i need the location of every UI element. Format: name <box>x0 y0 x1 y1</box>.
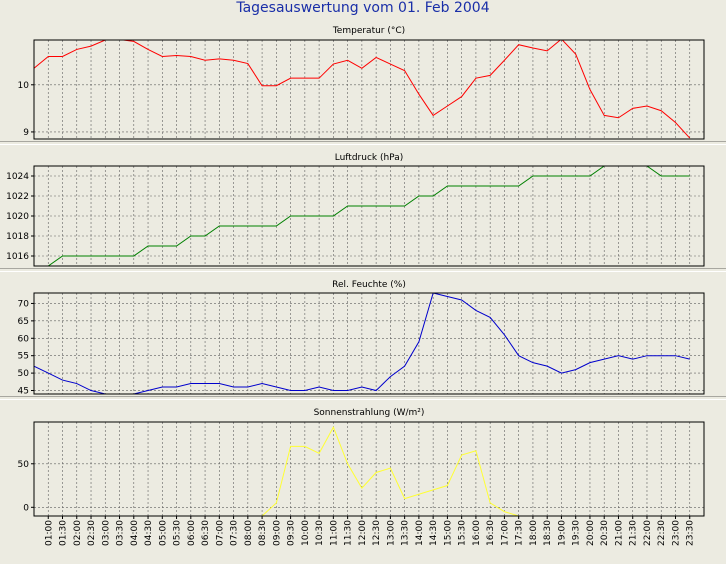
x-tick-label: 10:00 <box>301 520 311 546</box>
x-tick-label: 13:00 <box>386 520 396 546</box>
x-tick-label: 15:00 <box>443 520 453 546</box>
y-tick-label: 1020 <box>6 212 29 222</box>
x-tick-label: 01:30 <box>59 520 69 546</box>
x-tick-label: 23:30 <box>686 520 696 546</box>
solar-chart: Sonnenstrahlung (W/m²) 0 50 <box>18 408 705 517</box>
x-tick-label: 21:30 <box>629 520 639 546</box>
x-tick-label: 03:00 <box>101 520 111 546</box>
x-tick-label: 21:00 <box>614 520 624 546</box>
x-tick-label: 13:30 <box>401 520 411 546</box>
y-tick-label: 9 <box>23 128 29 138</box>
temperature-chart-title: Temperatur (°C) <box>332 26 405 36</box>
x-tick-label: 09:30 <box>287 520 297 546</box>
y-tick-label: 60 <box>18 334 30 344</box>
pressure-plot-frame <box>33 165 705 267</box>
separator <box>0 268 726 272</box>
y-tick-label: 45 <box>18 387 29 397</box>
temperature-chart: Temperatur (°C) 9 10 <box>18 26 705 140</box>
y-tick-label: 1024 <box>6 172 29 182</box>
x-tick-label: 04:00 <box>130 520 140 546</box>
x-tick-label: 09:00 <box>272 520 282 546</box>
x-tick-label: 22:30 <box>657 520 667 546</box>
y-tick-label: 0 <box>23 503 29 513</box>
x-tick-label: 05:00 <box>158 520 168 546</box>
solar-chart-title: Sonnenstrahlung (W/m²) <box>314 408 425 418</box>
x-tick-label: 15:30 <box>458 520 468 546</box>
x-tick-label: 17:30 <box>515 520 525 546</box>
y-tick-label: 10 <box>18 81 30 91</box>
x-tick-label: 07:00 <box>215 520 225 546</box>
y-tick-label: 50 <box>18 369 30 379</box>
x-tick-label: 12:30 <box>372 520 382 546</box>
y-tick-label: 1018 <box>6 232 29 242</box>
x-tick-label: 14:00 <box>415 520 425 546</box>
separator <box>0 396 726 400</box>
humidity-chart: Rel. Feuchte (%) 45 50 55 60 65 70 <box>18 280 705 397</box>
y-tick-label: 70 <box>18 299 30 309</box>
y-tick-label: 1022 <box>6 192 29 202</box>
x-tick-label: 03:30 <box>116 520 126 546</box>
x-tick-label: 18:30 <box>543 520 553 546</box>
x-tick-label: 11:00 <box>329 520 339 546</box>
solar-plot-frame <box>33 421 705 517</box>
x-axis: 01:00 01:30 02:00 02:30 03:00 03:30 04:00 04:30… <box>44 516 696 546</box>
x-tick-label: 23:00 <box>671 520 681 546</box>
y-tick-label: 55 <box>18 352 29 362</box>
pressure-line <box>34 166 690 266</box>
x-tick-label: 02:00 <box>73 520 83 546</box>
x-tick-label: 06:00 <box>187 520 197 546</box>
x-tick-label: 20:30 <box>600 520 610 546</box>
x-tick-label: 14:30 <box>429 520 439 546</box>
pressure-chart: Luftdruck (hPa) 1016 1018 1020 1022 1024 <box>6 153 705 267</box>
pressure-chart-title: Luftdruck (hPa) <box>335 153 404 163</box>
humidity-line <box>34 293 690 394</box>
x-tick-label: 18:00 <box>529 520 539 546</box>
x-tick-label: 02:30 <box>87 520 97 546</box>
x-tick-label: 06:30 <box>201 520 211 546</box>
humidity-plot-frame <box>33 292 705 395</box>
x-tick-label: 19:00 <box>557 520 567 546</box>
y-tick-label: 50 <box>18 460 30 470</box>
x-tick-label: 20:00 <box>586 520 596 546</box>
page-title: Tagesauswertung vom 01. Feb 2004 <box>236 0 490 16</box>
x-tick-label: 12:00 <box>358 520 368 546</box>
temperature-plot-frame <box>33 39 705 140</box>
x-tick-label: 16:00 <box>472 520 482 546</box>
x-tick-label: 04:30 <box>144 520 154 546</box>
x-tick-label: 01:00 <box>44 520 54 546</box>
y-tick-label: 65 <box>18 317 29 327</box>
x-tick-label: 17:00 <box>500 520 510 546</box>
x-tick-label: 22:00 <box>643 520 653 546</box>
y-tick-label: 1016 <box>6 252 29 262</box>
temperature-line <box>34 40 691 139</box>
x-tick-label: 10:30 <box>315 520 325 546</box>
separator <box>0 141 726 145</box>
x-tick-label: 08:30 <box>258 520 268 546</box>
solar-line <box>34 426 690 516</box>
x-tick-label: 11:30 <box>344 520 354 546</box>
x-tick-label: 08:00 <box>244 520 254 546</box>
humidity-chart-title: Rel. Feuchte (%) <box>332 280 406 290</box>
x-tick-label: 05:30 <box>173 520 183 546</box>
x-tick-label: 19:30 <box>572 520 582 546</box>
x-tick-label: 16:30 <box>486 520 496 546</box>
x-tick-label: 07:30 <box>230 520 240 546</box>
